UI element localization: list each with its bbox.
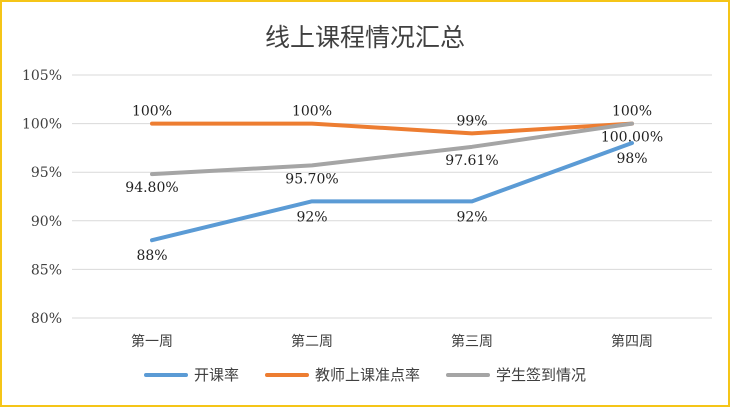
y-tick-label: 100% — [22, 117, 62, 133]
legend-label: 学生签到情况 — [496, 366, 587, 384]
legend-item: 教师上课准点率 — [264, 364, 420, 385]
data-label: 95.70% — [285, 171, 338, 187]
series-line-2 — [150, 121, 634, 177]
data-label: 88% — [136, 248, 167, 264]
legend-swatch — [143, 372, 188, 377]
data-label: 100% — [612, 104, 652, 120]
y-tick-label: 105% — [22, 68, 62, 84]
y-tick-label: 80% — [31, 311, 62, 327]
legend-swatch — [264, 372, 309, 377]
legend-label: 开课率 — [193, 366, 239, 384]
data-label: 98% — [616, 151, 647, 167]
x-tick-label: 第二周 — [291, 333, 333, 350]
data-label: 100% — [292, 104, 332, 120]
data-label: 94.80% — [125, 180, 178, 196]
data-label: 100% — [132, 104, 172, 120]
y-tick-label: 85% — [31, 262, 62, 278]
x-tick-label: 第三周 — [451, 333, 493, 350]
y-tick-label: 90% — [31, 214, 62, 230]
chart-title: 线上课程情况汇总 — [264, 23, 465, 52]
data-label: 92% — [296, 209, 327, 225]
legend-item: 学生签到情况 — [446, 364, 586, 385]
legend-label: 教师上课准点率 — [314, 366, 420, 384]
data-label: 100.00% — [601, 130, 663, 146]
y-tick-label: 95% — [31, 165, 62, 181]
data-label: 97.61% — [445, 153, 498, 169]
data-label: 99% — [456, 113, 487, 129]
legend: 开课率 教师上课准点率 学生签到情况 — [2, 364, 728, 385]
legend-item: 开课率 — [143, 364, 239, 385]
series-line-0 — [150, 141, 634, 243]
x-tick-label: 第一周 — [131, 333, 173, 350]
x-tick-label: 第四周 — [611, 333, 653, 350]
series-line-1 — [150, 121, 634, 136]
data-label: 92% — [456, 209, 487, 225]
legend-swatch — [446, 372, 490, 377]
